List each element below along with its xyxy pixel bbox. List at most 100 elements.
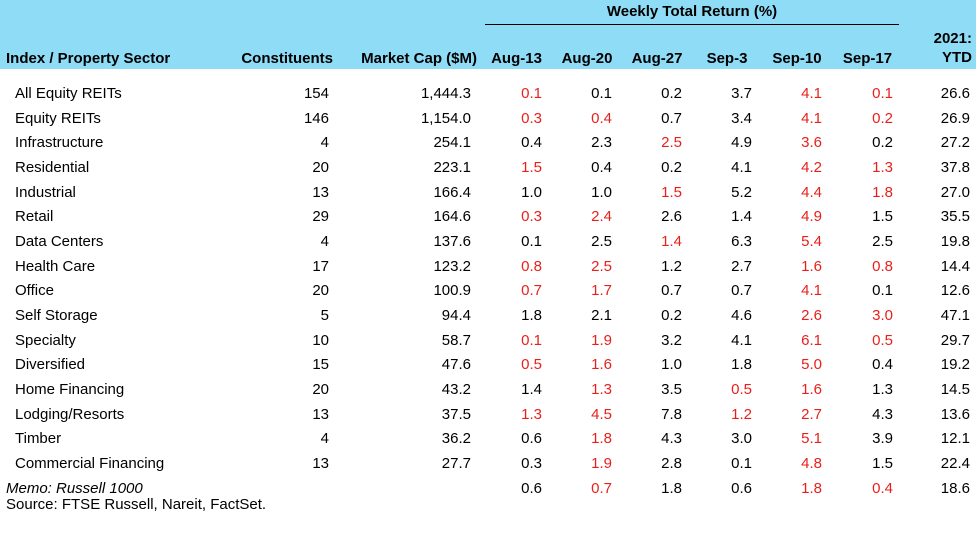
col-header-sector: Index / Property Sector xyxy=(0,27,230,69)
sector-name: Commercial Financing xyxy=(15,455,165,473)
weekly-return-value: 0.4 xyxy=(872,356,893,374)
table-row: Retail 29 164.6 0.3 2.4 2.6 1.4 4.9 1.5 35.5 xyxy=(0,204,976,229)
table-row: Diversified 15 47.6 0.5 1.6 1.0 1.8 5.0 0.4 19.2 xyxy=(0,353,976,378)
weekly-return-value: 3.7 xyxy=(731,84,752,102)
col-header-week: Sep-17 xyxy=(832,27,903,69)
col-header-constituents: Constituents xyxy=(230,27,337,69)
table-row: Lodging/Resorts 13 37.5 1.3 4.5 7.8 1.2 2.7 4.3 1… xyxy=(0,402,976,427)
weekly-return-value: 0.5 xyxy=(521,356,542,374)
market-cap-value: 254.1 xyxy=(433,134,471,152)
memo-weekly-value: 0.7 xyxy=(591,479,612,497)
weekly-return-value: 5.0 xyxy=(801,356,822,374)
weekly-return-value: 1.7 xyxy=(591,282,612,300)
ytd-return-value: 37.8 xyxy=(940,158,970,176)
sector-name: Lodging/Resorts xyxy=(15,405,125,423)
constituents-value: 13 xyxy=(312,405,329,423)
weekly-return-value: 3.0 xyxy=(731,430,752,448)
weekly-return-value: 3.2 xyxy=(661,331,682,349)
table-row: All Equity REITs 154 1,444.3 0.1 0.1 0.2 3.7 4.… xyxy=(0,69,976,106)
weekly-return-value: 0.4 xyxy=(591,109,612,127)
market-cap-value: 58.7 xyxy=(441,331,471,349)
weekly-return-value: 1.5 xyxy=(872,208,893,226)
constituents-value: 20 xyxy=(312,158,329,176)
weekly-return-value: 1.5 xyxy=(661,183,682,201)
memo-ytd-value: 18.6 xyxy=(940,479,970,497)
weekly-return-value: 0.8 xyxy=(872,257,893,275)
weekly-return-value: 1.3 xyxy=(521,405,542,423)
weekly-return-value: 0.7 xyxy=(731,282,752,300)
table-row: Infrastructure 4 254.1 0.4 2.3 2.5 4.9 3.6 0.2 27… xyxy=(0,130,976,155)
table-row: Home Financing 20 43.2 1.4 1.3 3.5 0.5 1.6 1.3 14… xyxy=(0,377,976,402)
weekly-return-value: 5.2 xyxy=(731,183,752,201)
market-cap-value: 1,444.3 xyxy=(420,84,471,102)
weekly-return-value: 4.1 xyxy=(801,109,822,127)
table-row: Timber 4 36.2 0.6 1.8 4.3 3.0 5.1 3.9 12.1 xyxy=(0,427,976,452)
constituents-value: 10 xyxy=(312,331,329,349)
sector-name: Residential xyxy=(15,158,90,176)
ytd-return-value: 27.2 xyxy=(940,134,970,152)
header-spacer xyxy=(0,0,481,27)
table-row: Residential 20 223.1 1.5 0.4 0.2 4.1 4.2 1.3 37.8 xyxy=(0,155,976,180)
weekly-return-value: 1.4 xyxy=(661,232,682,250)
constituents-value: 4 xyxy=(320,232,329,250)
constituents-value: 20 xyxy=(312,282,329,300)
ytd-return-value: 14.4 xyxy=(940,257,970,275)
memo-weekly-value: 0.4 xyxy=(872,479,893,497)
market-cap-value: 166.4 xyxy=(433,183,471,201)
col-header-week: Sep-3 xyxy=(692,27,762,69)
table-row: Industrial 13 166.4 1.0 1.0 1.5 5.2 4.4 1.8 27.0 xyxy=(0,180,976,205)
col-header-week: Sep-10 xyxy=(762,27,832,69)
constituents-value: 13 xyxy=(312,455,329,473)
weekly-return-value: 0.2 xyxy=(661,307,682,325)
table-row: Commercial Financing 13 27.7 0.3 1.9 2.8 0.1 4.… xyxy=(0,451,976,476)
sector-name: Diversified xyxy=(15,356,86,374)
weekly-return-value: 1.9 xyxy=(591,331,612,349)
weekly-return-value: 2.5 xyxy=(661,134,682,152)
market-cap-value: 43.2 xyxy=(441,381,471,399)
weekly-return-value: 1.2 xyxy=(731,405,752,423)
sector-name: Specialty xyxy=(15,331,76,349)
market-cap-value: 100.9 xyxy=(433,282,471,300)
weekly-return-value: 1.2 xyxy=(661,257,682,275)
table-row: Equity REITs 146 1,154.0 0.3 0.4 0.7 3.4 4.1 0.2… xyxy=(0,106,976,131)
weekly-return-value: 0.7 xyxy=(661,282,682,300)
weekly-return-value: 4.2 xyxy=(801,158,822,176)
weekly-return-value: 1.6 xyxy=(801,257,822,275)
weekly-return-value: 2.5 xyxy=(591,257,612,275)
weekly-return-value: 4.9 xyxy=(731,134,752,152)
weekly-return-value: 3.9 xyxy=(872,430,893,448)
col-header-ytd: 2021: YTD xyxy=(903,27,976,69)
constituents-value: 146 xyxy=(303,109,329,127)
sector-name: Infrastructure xyxy=(15,134,104,152)
returns-table: Weekly Total Return (%) Index / Property… xyxy=(0,0,976,497)
weekly-return-value: 0.2 xyxy=(872,109,893,127)
ytd-return-value: 47.1 xyxy=(940,307,970,325)
weekly-return-group: Weekly Total Return (%) xyxy=(481,0,903,27)
weekly-return-value: 0.1 xyxy=(521,232,542,250)
weekly-return-value: 0.4 xyxy=(591,158,612,176)
weekly-return-value: 4.4 xyxy=(801,183,822,201)
constituents-value: 20 xyxy=(312,381,329,399)
market-cap-value: 27.7 xyxy=(441,455,471,473)
weekly-return-value: 4.1 xyxy=(731,158,752,176)
weekly-return-value: 4.1 xyxy=(801,282,822,300)
sector-name: All Equity REITs xyxy=(15,84,122,102)
weekly-return-value: 0.3 xyxy=(521,455,542,473)
weekly-return-value: 3.6 xyxy=(801,134,822,152)
sector-name: Data Centers xyxy=(15,232,104,250)
weekly-return-value: 3.0 xyxy=(872,307,893,325)
memo-weekly-value: 1.8 xyxy=(801,479,822,497)
weekly-return-value: 0.2 xyxy=(872,134,893,152)
constituents-value: 4 xyxy=(320,134,329,152)
weekly-return-value: 0.3 xyxy=(521,109,542,127)
weekly-return-value: 4.8 xyxy=(801,455,822,473)
weekly-return-value: 4.5 xyxy=(591,405,612,423)
weekly-return-value: 0.1 xyxy=(591,84,612,102)
memo-weekly-value: 0.6 xyxy=(731,479,752,497)
ytd-return-value: 22.4 xyxy=(940,455,970,473)
ytd-return-value: 14.5 xyxy=(940,381,970,399)
market-cap-value: 94.4 xyxy=(441,307,471,325)
market-cap-value: 164.6 xyxy=(433,208,471,226)
weekly-return-value: 4.3 xyxy=(661,430,682,448)
table-row: Specialty 10 58.7 0.1 1.9 3.2 4.1 6.1 0.5 29.7 xyxy=(0,328,976,353)
